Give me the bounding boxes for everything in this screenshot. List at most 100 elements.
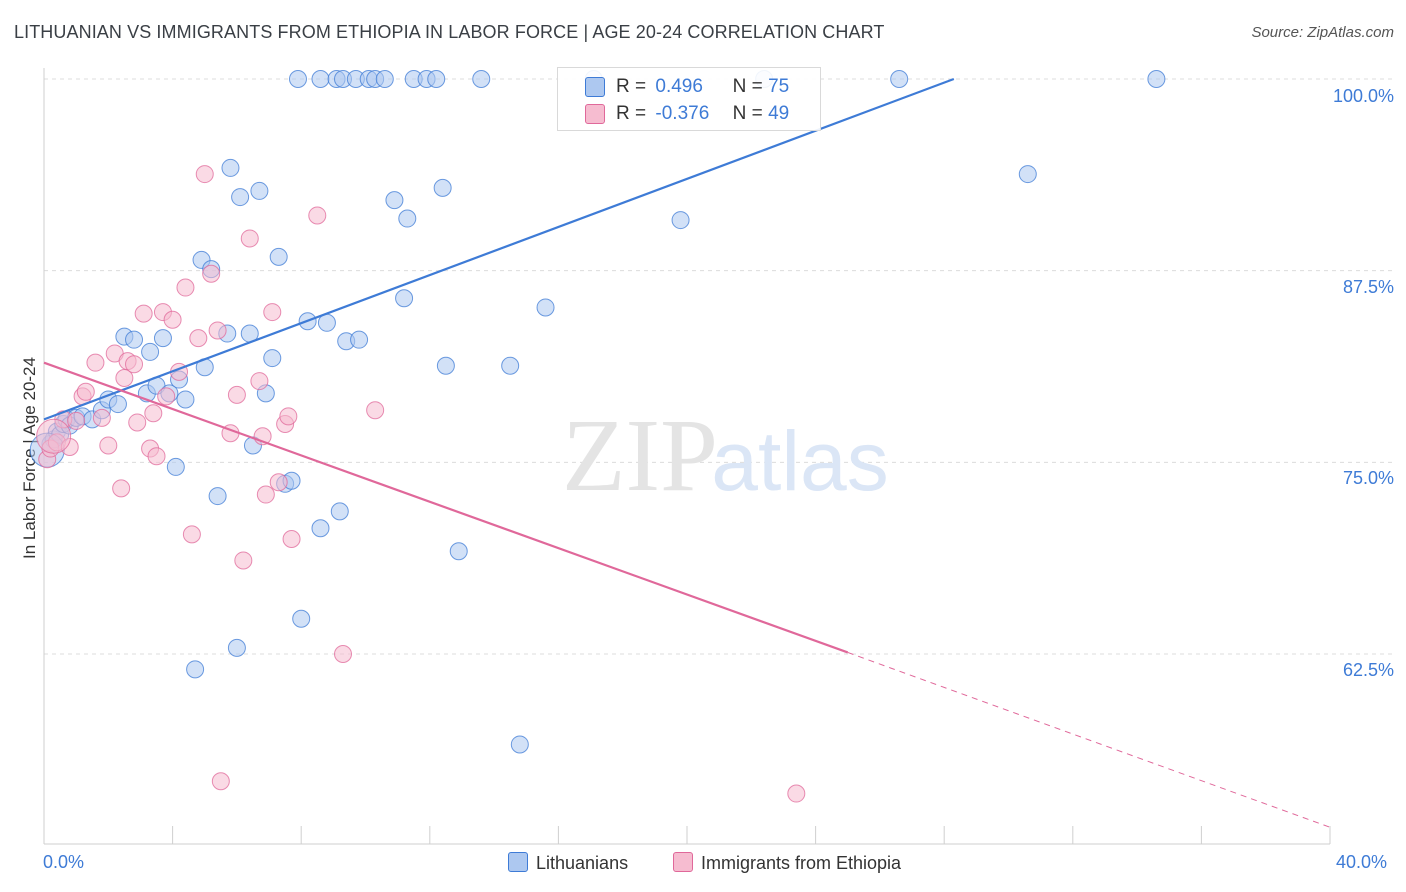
trend-layer	[43, 77, 1331, 828]
y-tick-label: 62.5%	[1342, 660, 1394, 680]
trend-line-lithuanians	[43, 77, 955, 421]
point-lithuanians	[385, 191, 404, 210]
point-lithuanians	[350, 330, 369, 349]
point-lithuanians	[292, 609, 311, 628]
trend-line-ethiopia	[43, 361, 849, 654]
point-lithuanians	[433, 178, 452, 197]
point-lithuanians	[166, 457, 185, 476]
point-ethiopia	[163, 310, 182, 329]
y-tick-label: 75.0%	[1342, 468, 1394, 488]
point-ethiopia	[157, 387, 176, 406]
point-ethiopia	[128, 413, 147, 432]
point-lithuanians	[186, 660, 205, 679]
point-lithuanians	[311, 519, 330, 538]
point-ethiopia	[227, 385, 246, 404]
bottom-legend-ethiopia: Immigrants from Ethiopia	[673, 852, 901, 874]
points-layer	[29, 70, 1166, 803]
point-lithuanians	[436, 356, 455, 375]
point-ethiopia	[99, 436, 118, 455]
point-lithuanians	[153, 329, 172, 348]
point-ethiopia	[366, 401, 385, 420]
point-lithuanians	[176, 390, 195, 409]
point-lithuanians	[472, 70, 491, 88]
point-ethiopia	[263, 303, 282, 322]
point-ethiopia	[256, 485, 275, 504]
point-ethiopia	[147, 447, 166, 466]
legend-r-value-lithuanians: 0.496	[655, 76, 703, 97]
chart-title: LITHUANIAN VS IMMIGRANTS FROM ETHIOPIA I…	[14, 22, 885, 42]
point-ethiopia	[36, 418, 72, 454]
point-lithuanians	[125, 330, 144, 349]
x-tick-label-min: 0.0%	[43, 852, 85, 872]
bottom-legend-label-lithuanians: Lithuanians	[536, 853, 629, 873]
point-ethiopia	[125, 355, 144, 374]
point-ethiopia	[92, 408, 111, 427]
point-ethiopia	[176, 278, 195, 297]
point-ethiopia	[144, 404, 163, 423]
x-tick-label-max: 40.0%	[1336, 852, 1388, 872]
point-ethiopia	[211, 772, 230, 791]
legend-row-ethiopia: R = -0.376 N = 49	[616, 103, 789, 127]
legend-n-value-ethiopia: 49	[768, 103, 790, 124]
bottom-legend-swatch-ethiopia	[673, 852, 693, 872]
point-lithuanians	[1018, 165, 1037, 184]
point-ethiopia	[67, 411, 86, 430]
point-lithuanians	[288, 70, 307, 88]
point-lithuanians	[375, 70, 394, 88]
legend-r-label: R =	[616, 103, 647, 124]
point-ethiopia	[234, 551, 253, 570]
point-ethiopia	[189, 329, 208, 348]
point-ethiopia	[202, 264, 221, 283]
point-lithuanians	[427, 70, 446, 88]
watermark-atlas: atlas	[711, 414, 888, 508]
point-lithuanians	[510, 735, 529, 754]
point-lithuanians	[449, 542, 468, 561]
point-ethiopia	[282, 530, 301, 548]
point-lithuanians	[330, 502, 349, 521]
bottom-legend-label-ethiopia: Immigrants from Ethiopia	[701, 853, 902, 873]
bottom-legend-lithuanians: Lithuanians	[508, 852, 628, 874]
y-tick-label: 87.5%	[1342, 277, 1394, 297]
bottom-legend-swatch-lithuanians	[508, 852, 528, 872]
point-lithuanians	[227, 638, 246, 657]
legend-n-label: N =	[732, 76, 763, 97]
correlation-legend: R = 0.496 N = 75 R = -0.376 N = 49	[557, 67, 821, 131]
watermark-zip: ZIP	[562, 398, 718, 513]
point-lithuanians	[263, 349, 282, 368]
point-lithuanians	[395, 289, 414, 308]
point-ethiopia	[279, 407, 298, 426]
point-lithuanians	[108, 395, 127, 414]
point-lithuanians	[311, 70, 330, 88]
point-lithuanians	[1147, 70, 1166, 88]
legend-swatch-ethiopia	[585, 104, 605, 124]
legend-n-value-lithuanians: 75	[768, 76, 790, 97]
point-lithuanians	[141, 342, 160, 361]
point-lithuanians	[398, 209, 417, 228]
legend-row-lithuanians: R = 0.496 N = 75	[616, 76, 789, 100]
point-lithuanians	[231, 188, 250, 207]
point-ethiopia	[308, 206, 327, 225]
chart-source: Source: ZipAtlas.com	[1251, 24, 1394, 41]
point-ethiopia	[195, 165, 214, 184]
point-ethiopia	[208, 321, 227, 340]
point-ethiopia	[240, 229, 259, 248]
watermark: ZIP atlas	[562, 398, 889, 513]
point-lithuanians	[250, 181, 269, 200]
point-ethiopia	[112, 479, 131, 498]
point-ethiopia	[76, 382, 95, 401]
point-lithuanians	[501, 356, 520, 375]
legend-swatch-lithuanians	[585, 77, 605, 97]
point-ethiopia	[269, 473, 288, 492]
legend-r-value-ethiopia: -0.376	[655, 103, 710, 124]
y-tick-label: 100.0%	[1332, 86, 1394, 106]
point-lithuanians	[269, 247, 288, 266]
point-lithuanians	[671, 211, 690, 230]
point-lithuanians	[536, 298, 555, 317]
point-ethiopia	[250, 372, 269, 391]
point-ethiopia	[86, 353, 105, 372]
point-ethiopia	[134, 304, 153, 323]
legend-r-label: R =	[616, 76, 647, 97]
legend-n-label: N =	[732, 103, 763, 124]
point-lithuanians	[890, 70, 909, 88]
